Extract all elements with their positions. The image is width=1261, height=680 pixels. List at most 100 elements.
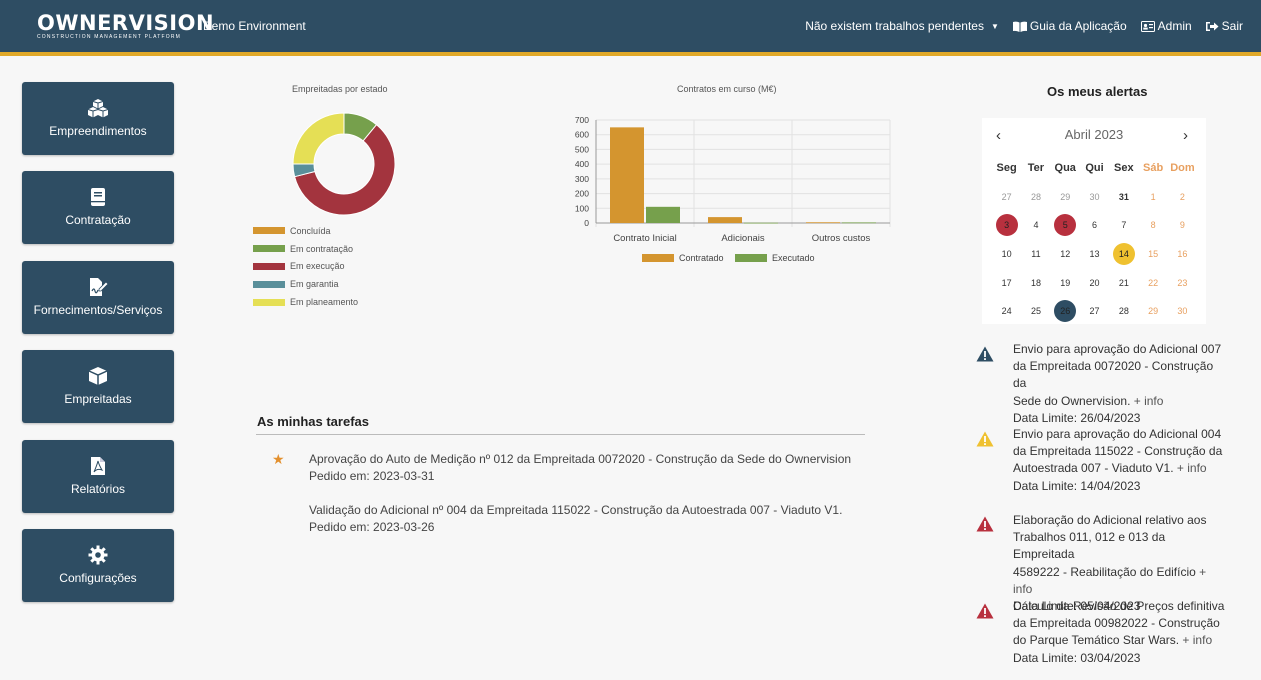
legend-label: Executado (772, 253, 815, 263)
calendar-day[interactable]: 9 (1168, 214, 1197, 236)
more-info-link[interactable]: + info (1182, 633, 1213, 648)
calendar-day[interactable]: 8 (1138, 214, 1167, 236)
sidebar-item-empreitadas[interactable]: Empreitadas (22, 350, 174, 423)
calendar-day[interactable]: 29 (1051, 186, 1080, 208)
donut-slice[interactable] (292, 112, 345, 165)
calendar-day-label: 29 (1060, 191, 1071, 202)
calendar-day[interactable]: 14 (1109, 243, 1138, 266)
y-tick-label: 600 (575, 130, 589, 140)
calendar-day[interactable]: 16 (1168, 243, 1197, 265)
calendar-day[interactable]: 28 (1021, 186, 1050, 208)
sidebar-item-relatorios[interactable]: Relatórios (22, 440, 174, 513)
task-item[interactable]: Validação do Adicional nº 004 da Empreit… (309, 502, 842, 536)
calendar-day[interactable]: 12 (1051, 243, 1080, 265)
sidebar-item-label: Empreitadas (64, 392, 132, 406)
guide-link[interactable]: Guia da Aplicação (1012, 19, 1127, 33)
calendar-day[interactable]: 7 (1109, 214, 1138, 236)
calendar-day[interactable]: 1 (1138, 186, 1167, 208)
calendar-day[interactable]: 4 (1021, 214, 1050, 236)
calendar-day[interactable]: 15 (1138, 243, 1167, 265)
alert-triangle-icon (976, 516, 994, 532)
calendar-day[interactable]: 19 (1051, 272, 1080, 294)
calendar-day[interactable]: 6 (1080, 214, 1109, 236)
calendar-day-label: 10 (1001, 249, 1012, 260)
calendar-week: 17 18 19 20 21 22 23 (992, 268, 1197, 297)
calendar-day-label: 28 (1030, 191, 1041, 202)
calendar-day[interactable]: 3 (992, 214, 1021, 237)
legend-swatch (735, 254, 767, 262)
calendar-day[interactable]: 25 (1021, 300, 1050, 322)
calendar-day-label: 30 (1177, 306, 1188, 317)
app-logo[interactable]: OWNERVISION CONSTRUCTION MANAGEMENT PLAT… (37, 12, 214, 40)
calendar-day[interactable]: 27 (1080, 300, 1109, 322)
bar[interactable] (842, 222, 876, 224)
task-date: Pedido em: 2023-03-26 (309, 520, 435, 534)
calendar-day-label: 18 (1030, 277, 1041, 288)
calendar-day-label: 9 (1179, 220, 1185, 231)
legend-label: Em execução (290, 261, 345, 272)
chevron-left-icon[interactable]: ‹ (996, 127, 1001, 144)
calendar-day[interactable]: 24 (992, 300, 1021, 322)
sidebar-item-empreendimentos[interactable]: Empreendimentos (22, 82, 174, 155)
calendar-day[interactable]: 29 (1138, 300, 1167, 322)
bar[interactable] (646, 206, 680, 223)
alert-line: da Empreitada 00982022 - Construção (1013, 616, 1220, 631)
calendar-day[interactable]: 5 (1051, 214, 1080, 237)
sidebar-item-label: Configurações (59, 571, 137, 585)
calendar-weekday: Qua (1054, 162, 1076, 175)
admin-label: Admin (1157, 19, 1192, 33)
sidebar-item-fornecimentos[interactable]: Fornecimentos/Serviços (22, 261, 174, 334)
y-tick-label: 200 (575, 189, 589, 199)
bar[interactable] (744, 222, 778, 224)
alert-line: Sede do Ownervision. + info (1013, 393, 1228, 410)
legend-swatch (642, 254, 674, 262)
alert-text: 4589222 - Reabilitação do Edifício (1013, 564, 1196, 579)
guide-label: Guia da Aplicação (1029, 19, 1127, 33)
alert-item: Cálculo da Revisão de Preços definitiva … (1013, 598, 1228, 667)
alert-line: Autoestrada 007 - Viaduto V1. + info (1013, 460, 1228, 477)
chevron-right-icon[interactable]: › (1183, 127, 1188, 144)
donut-slice[interactable] (293, 123, 396, 216)
calendar-day[interactable]: 30 (1080, 186, 1109, 208)
calendar-day-label: 29 (1148, 306, 1159, 317)
calendar-day[interactable]: 26 (1051, 300, 1080, 323)
bar[interactable] (708, 217, 742, 223)
book-icon (91, 188, 105, 206)
calendar-day[interactable]: 13 (1080, 243, 1109, 265)
sidebar-item-contratacao[interactable]: Contratação (22, 171, 174, 244)
more-info-link[interactable]: + info (1133, 393, 1164, 408)
calendar-day[interactable]: 31 (1109, 186, 1138, 208)
calendar-day[interactable]: 18 (1021, 272, 1050, 294)
legend-label: Em planeamento (290, 297, 359, 308)
calendar-day[interactable]: 17 (992, 272, 1021, 294)
alert-line: Envio para aprovação do Adicional 007 (1013, 342, 1222, 356)
calendar-day[interactable]: 30 (1168, 300, 1197, 322)
calendar-day[interactable]: 20 (1080, 272, 1109, 294)
calendar-day[interactable]: 22 (1138, 272, 1167, 294)
bar-chart-title: Contratos em curso (M€) (677, 84, 777, 94)
pending-jobs-dropdown[interactable]: Não existem trabalhos pendentes ▼ (805, 19, 999, 33)
calendar-day-label: 15 (1148, 249, 1159, 260)
gear-icon (88, 545, 108, 565)
legend-item: Concluída (253, 222, 358, 240)
bar[interactable] (806, 222, 840, 224)
calendar-day[interactable]: 2 (1168, 186, 1197, 208)
calendar-day[interactable]: 10 (992, 243, 1021, 265)
legend-item: Em planeamento (253, 293, 358, 311)
logo-subtitle: CONSTRUCTION MANAGEMENT PLATFORM (37, 34, 182, 40)
calendar-day-label: 22 (1148, 277, 1159, 288)
pending-jobs-label: Não existem trabalhos pendentes (805, 19, 984, 33)
calendar-day[interactable]: 21 (1109, 272, 1138, 294)
calendar-day[interactable]: 11 (1021, 243, 1050, 265)
bar[interactable] (610, 127, 644, 223)
calendar-day[interactable]: 23 (1168, 272, 1197, 294)
more-info-link[interactable]: + info (1013, 564, 1207, 596)
admin-link[interactable]: Admin (1140, 19, 1192, 33)
task-item[interactable]: Aprovação do Auto de Medição nº 012 da E… (309, 451, 851, 485)
calendar-day[interactable]: 27 (992, 186, 1021, 208)
sidebar-item-configuracoes[interactable]: Configurações (22, 529, 174, 602)
more-info-link[interactable]: + info (1176, 461, 1207, 476)
logout-link[interactable]: Sair (1205, 19, 1243, 33)
calendar-day[interactable]: 28 (1109, 300, 1138, 322)
calendar-day-label: 19 (1060, 277, 1071, 288)
